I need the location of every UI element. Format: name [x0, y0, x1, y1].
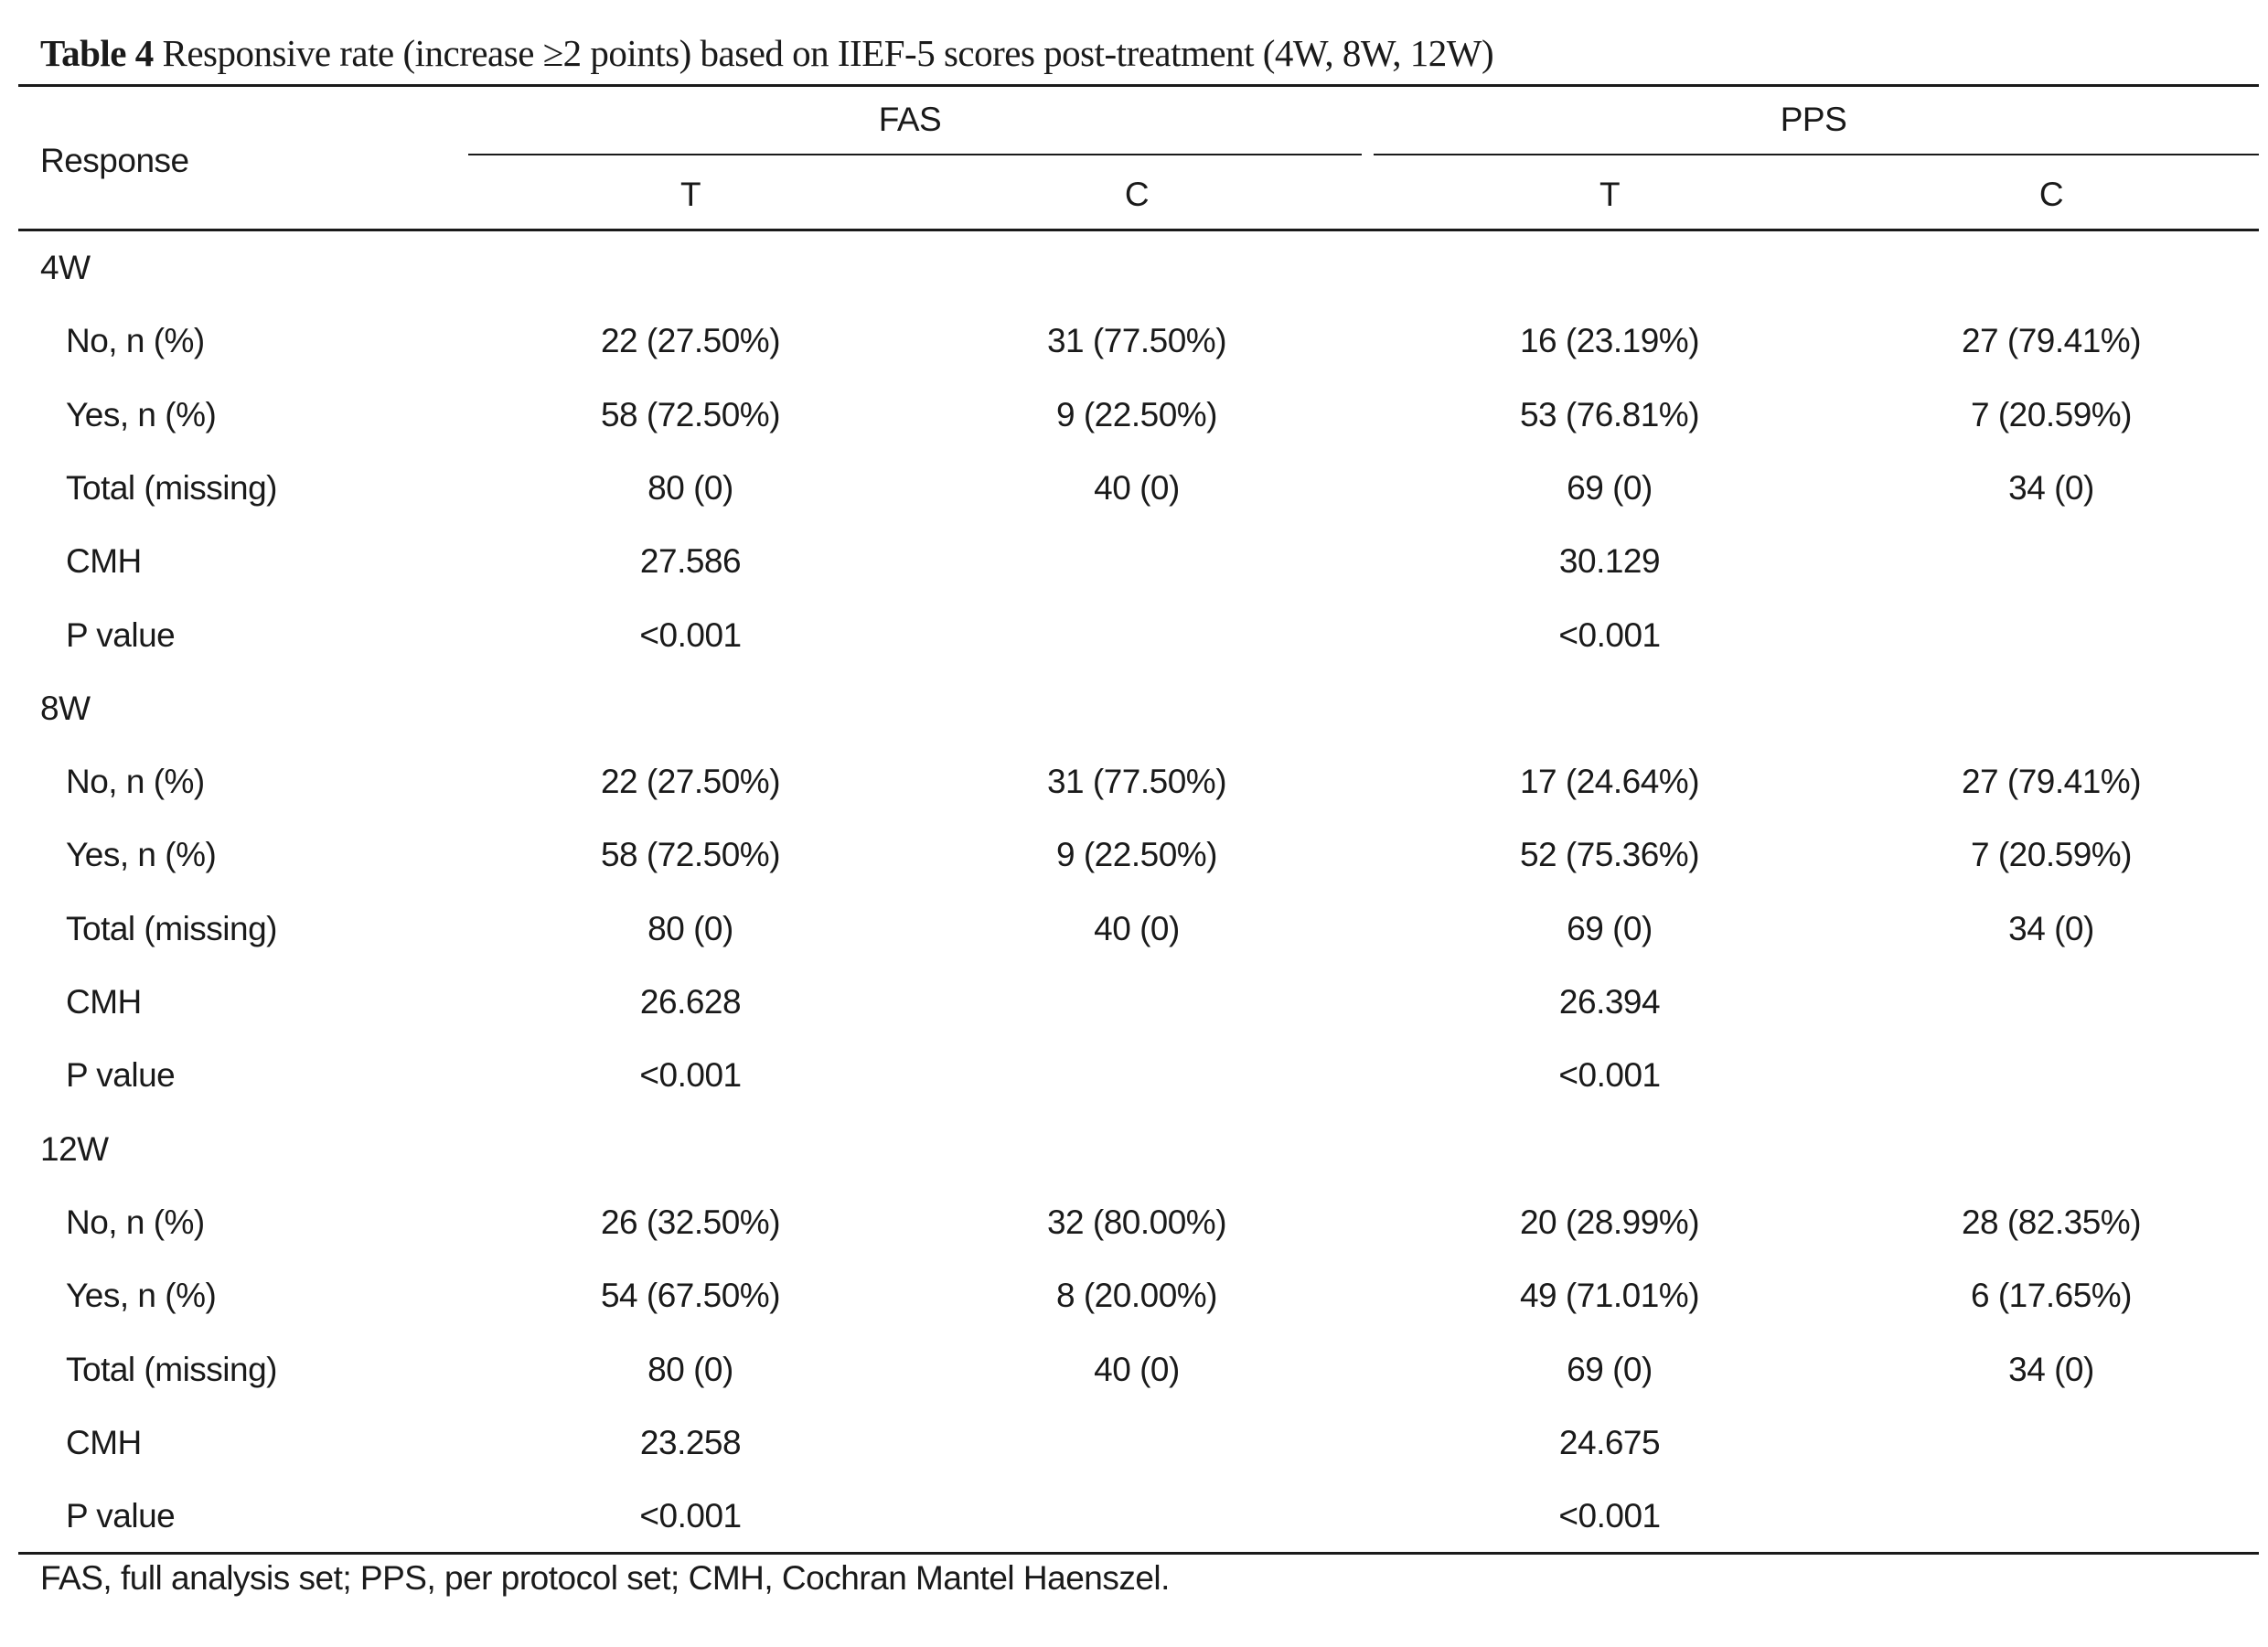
- cell-fas-t: 22 (27.50%): [600, 763, 781, 800]
- row-label: Total (missing): [66, 1351, 278, 1388]
- cell-fas-c: 31 (77.50%): [1046, 763, 1227, 800]
- cell-pps-c: 27 (79.41%): [1961, 763, 2142, 800]
- fas-t-header: T: [679, 176, 701, 213]
- row-label: Yes, n (%): [66, 836, 217, 873]
- row-label: Yes, n (%): [66, 1277, 217, 1314]
- cell-fas-c: 31 (77.50%): [1046, 322, 1227, 359]
- pps-c-header: C: [2038, 176, 2064, 213]
- section-label: 12W: [40, 1130, 109, 1168]
- cell-pps-t: <0.001: [1558, 1056, 1661, 1094]
- cell-fas-c: 8 (20.00%): [1056, 1277, 1218, 1314]
- table-footnote: FAS, full analysis set; PPS, per protoco…: [40, 1559, 1170, 1597]
- pps-group-rule: [1374, 154, 2259, 155]
- cell-fas-t: 54 (67.50%): [600, 1277, 781, 1314]
- cell-pps-c: 34 (0): [2008, 1351, 2094, 1388]
- fas-header: FAS: [878, 101, 942, 138]
- cell-pps-t: 17 (24.64%): [1519, 763, 1700, 800]
- cell-pps-c: 7 (20.59%): [1971, 396, 2133, 433]
- row-label: Total (missing): [66, 469, 278, 507]
- cell-fas-c: 40 (0): [1094, 469, 1180, 507]
- top-rule: [18, 84, 2259, 87]
- cell-fas-t: 23.258: [639, 1424, 742, 1461]
- cell-pps-c: 34 (0): [2008, 910, 2094, 947]
- row-label: P value: [66, 1056, 176, 1094]
- cell-fas-c: 40 (0): [1094, 1351, 1180, 1388]
- pps-t-header: T: [1599, 176, 1621, 213]
- cell-fas-c: 9 (22.50%): [1056, 836, 1218, 873]
- row-label: Total (missing): [66, 910, 278, 947]
- cell-fas-t: 58 (72.50%): [600, 396, 781, 433]
- cell-pps-t: 20 (28.99%): [1519, 1203, 1700, 1241]
- bottom-rule: [18, 1552, 2259, 1555]
- cell-fas-t: 80 (0): [647, 469, 733, 507]
- cell-fas-t: 58 (72.50%): [600, 836, 781, 873]
- cell-pps-t: 69 (0): [1567, 1351, 1653, 1388]
- cell-pps-t: 69 (0): [1567, 910, 1653, 947]
- cell-fas-t: 22 (27.50%): [600, 322, 781, 359]
- section-label: 8W: [40, 690, 91, 727]
- row-label: P value: [66, 1497, 176, 1535]
- pps-header: PPS: [1780, 101, 1847, 138]
- cell-pps-t: <0.001: [1558, 616, 1661, 654]
- cell-pps-t: 53 (76.81%): [1519, 396, 1700, 433]
- cell-pps-t: 49 (71.01%): [1519, 1277, 1700, 1314]
- row-label: No, n (%): [66, 763, 205, 800]
- cell-fas-t: 80 (0): [647, 1351, 733, 1388]
- cell-fas-c: 40 (0): [1094, 910, 1180, 947]
- cell-pps-t: <0.001: [1558, 1497, 1661, 1535]
- row-label: P value: [66, 616, 176, 654]
- cell-fas-c: 32 (80.00%): [1046, 1203, 1227, 1241]
- response-header: Response: [40, 142, 189, 179]
- header-bottom-rule: [18, 229, 2259, 231]
- cell-pps-c: 6 (17.65%): [1971, 1277, 2133, 1314]
- cell-fas-t: 26 (32.50%): [600, 1203, 781, 1241]
- cell-pps-t: 52 (75.36%): [1519, 836, 1700, 873]
- cell-pps-t: 69 (0): [1567, 469, 1653, 507]
- cell-pps-t: 26.394: [1558, 983, 1661, 1021]
- table-title: Table 4 Responsive rate (increase ≥2 poi…: [40, 31, 1494, 75]
- table-caption: Responsive rate (increase ≥2 points) bas…: [162, 32, 1494, 74]
- cell-pps-t: 24.675: [1558, 1424, 1661, 1461]
- cell-pps-c: 27 (79.41%): [1961, 322, 2142, 359]
- row-label: No, n (%): [66, 322, 205, 359]
- cell-fas-t: <0.001: [639, 1056, 742, 1094]
- cell-fas-t: <0.001: [639, 616, 742, 654]
- row-label: Yes, n (%): [66, 396, 217, 433]
- cell-pps-c: 34 (0): [2008, 469, 2094, 507]
- cell-pps-t: 30.129: [1558, 542, 1661, 580]
- row-label: CMH: [66, 542, 142, 580]
- cell-fas-t: 27.586: [639, 542, 742, 580]
- cell-pps-c: 28 (82.35%): [1961, 1203, 2142, 1241]
- row-label: No, n (%): [66, 1203, 205, 1241]
- cell-fas-t: <0.001: [639, 1497, 742, 1535]
- section-label: 4W: [40, 249, 91, 286]
- cell-pps-c: 7 (20.59%): [1971, 836, 2133, 873]
- row-label: CMH: [66, 983, 142, 1021]
- fas-group-rule: [468, 154, 1362, 155]
- cell-fas-t: 26.628: [639, 983, 742, 1021]
- fas-c-header: C: [1124, 176, 1150, 213]
- cell-pps-t: 16 (23.19%): [1519, 322, 1700, 359]
- table-number: Table 4: [40, 32, 154, 74]
- cell-fas-c: 9 (22.50%): [1056, 396, 1218, 433]
- cell-fas-t: 80 (0): [647, 910, 733, 947]
- row-label: CMH: [66, 1424, 142, 1461]
